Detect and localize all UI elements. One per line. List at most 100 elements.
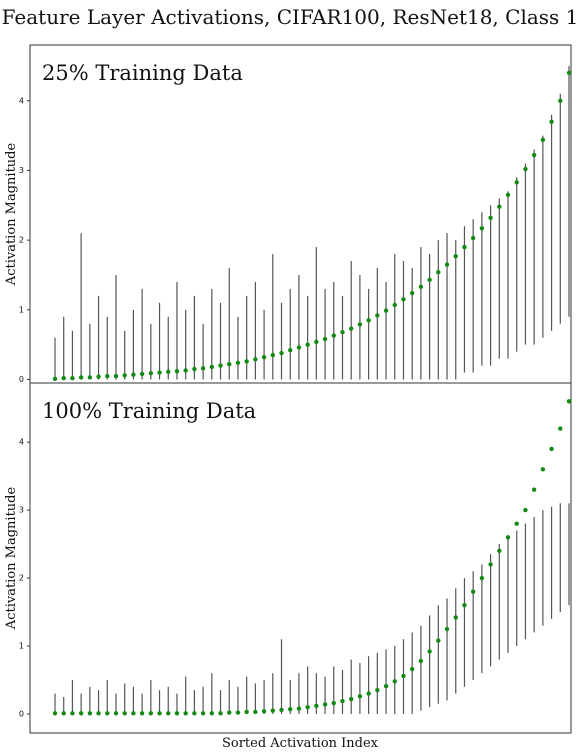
activation-dot (122, 373, 127, 378)
activation-dot (253, 709, 258, 715)
activation-dot (96, 711, 101, 716)
activation-dot (322, 702, 328, 707)
activation-dot (497, 548, 502, 554)
y-tick-label: 4 (19, 96, 24, 105)
activation-dot (340, 698, 345, 704)
activation-dot (148, 711, 154, 716)
activation-dot (78, 711, 84, 716)
activation-dot (418, 284, 424, 290)
activation-dot (505, 192, 511, 198)
activation-dot (349, 696, 354, 702)
activation-dot (505, 535, 511, 540)
activation-dot (523, 507, 528, 513)
activation-dot (392, 302, 397, 308)
activation-dot (540, 467, 546, 472)
activation-dot (462, 244, 467, 250)
y-tick-label: 4 (19, 438, 24, 447)
activation-dot (549, 119, 554, 124)
activation-dot (392, 679, 397, 684)
activation-dot (218, 363, 223, 368)
activation-dot (531, 152, 537, 158)
activation-dot (261, 709, 267, 714)
activation-dot (288, 707, 293, 712)
activation-dot (488, 215, 493, 221)
activation-dot (444, 262, 450, 267)
activation-dot (558, 98, 563, 103)
activation-dot (340, 329, 345, 335)
activation-dot (192, 366, 197, 372)
activation-dot (436, 638, 441, 643)
activation-dot (558, 426, 563, 431)
activation-dot (514, 180, 519, 185)
activation-dot (427, 649, 432, 654)
activation-dot (52, 711, 58, 716)
activation-dot (366, 318, 371, 323)
activation-dot (192, 711, 197, 716)
y-tick-label: 1 (19, 305, 24, 314)
y-tick-label: 1 (19, 642, 24, 651)
activation-dot (139, 711, 145, 716)
activation-dot (288, 348, 293, 353)
activation-dot (444, 626, 450, 632)
activation-dot (270, 352, 275, 358)
activation-dot (566, 70, 572, 76)
activation-dot (375, 687, 380, 693)
activation-dot (105, 711, 110, 716)
activation-dot (139, 371, 145, 377)
activation-dot (566, 399, 572, 404)
activation-dot (479, 575, 485, 581)
activation-dot (383, 308, 389, 313)
activation-dot (122, 711, 127, 716)
activation-dot (497, 204, 502, 209)
activation-dot (540, 137, 546, 142)
x-axis-label: Sorted Activation Index (222, 736, 379, 751)
activation-dot (70, 375, 75, 381)
activation-dot (166, 369, 171, 375)
activation-dot (253, 357, 258, 362)
activation-dot (279, 350, 284, 356)
activation-dot (174, 711, 180, 716)
activation-dot (462, 603, 467, 608)
activation-dot (78, 375, 84, 380)
activation-dot (113, 711, 119, 716)
activation-dot (61, 711, 66, 716)
activation-dot (375, 313, 380, 318)
activation-dot (235, 360, 241, 365)
activation-dot (409, 666, 415, 672)
activation-dot (314, 703, 319, 709)
y-tick-label: 0 (19, 375, 24, 384)
activation-dot (157, 370, 162, 375)
activation-dot (331, 700, 336, 706)
y-tick-label: 3 (19, 166, 24, 175)
activation-dot (383, 683, 389, 689)
activation-dot (357, 694, 363, 699)
activation-dot (209, 364, 215, 370)
activation-dot (453, 253, 458, 259)
activation-dot (166, 711, 171, 716)
panel-label: 25% Training Data (42, 61, 243, 85)
activation-dot (514, 521, 519, 526)
activation-dot (244, 359, 249, 364)
activation-dot (131, 372, 136, 377)
activation-dot (227, 361, 232, 367)
activation-dot (331, 333, 336, 338)
activation-dot (131, 711, 136, 716)
activation-dot (200, 711, 206, 716)
y-tick-label: 3 (19, 506, 24, 515)
activation-dot (322, 336, 328, 342)
activation-dot (279, 707, 284, 713)
activation-dot (96, 374, 101, 379)
panel-label: 100% Training Data (42, 399, 256, 423)
plot-frame (29, 382, 572, 734)
activation-dot (227, 710, 232, 715)
activation-dot (357, 322, 363, 327)
activation-dot (200, 366, 206, 371)
activation-dot (349, 326, 354, 331)
activation-dot (549, 446, 554, 452)
activation-dot (174, 368, 180, 374)
activation-dot (401, 673, 406, 679)
activation-dot (87, 711, 93, 716)
activation-dot (470, 589, 476, 594)
activation-dot (436, 269, 441, 275)
activation-dot (70, 711, 75, 716)
